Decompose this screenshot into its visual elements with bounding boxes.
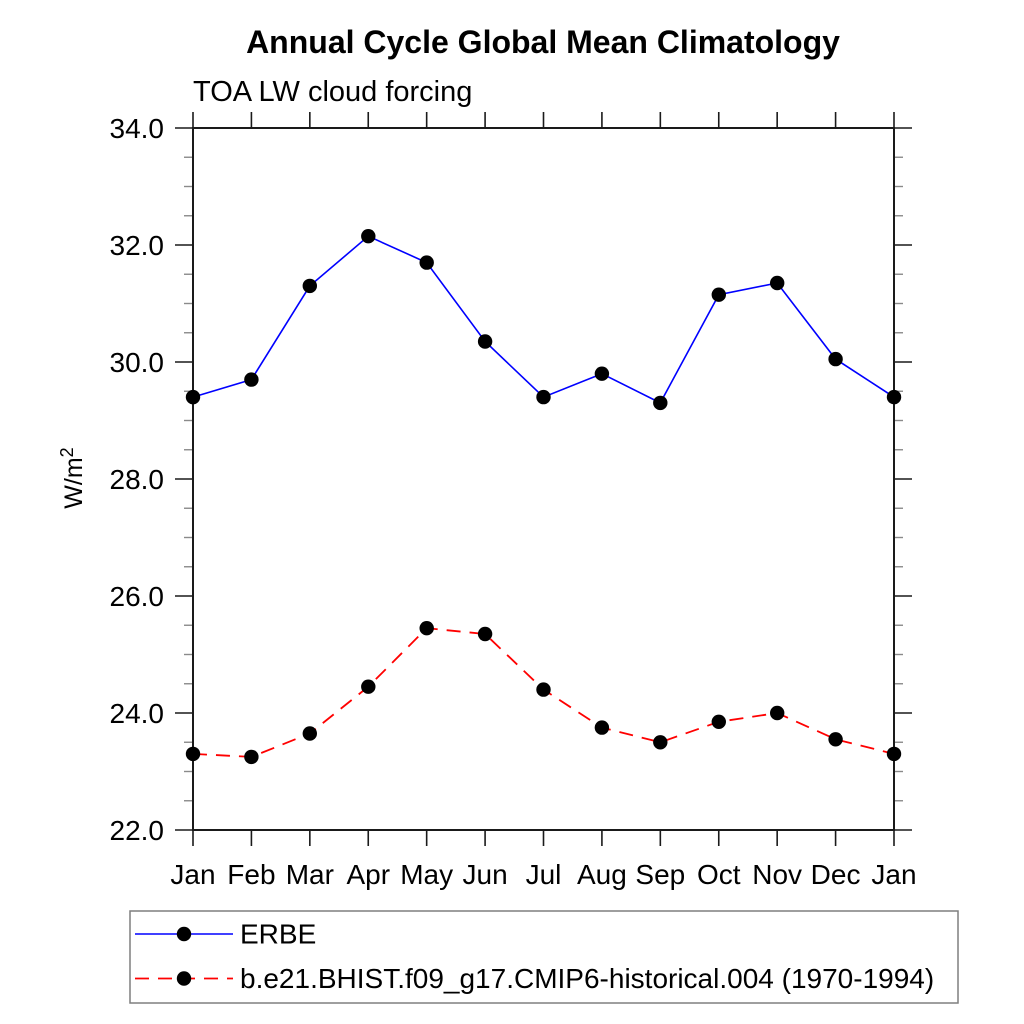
y-tick-label: 28.0 <box>110 464 165 495</box>
y-axis-label: W/m2 <box>57 447 88 508</box>
x-tick-label: Mar <box>286 859 334 890</box>
chart-subtitle: TOA LW cloud forcing <box>193 76 472 108</box>
data-point-marker <box>711 714 726 729</box>
data-point-marker <box>185 389 201 405</box>
data-point-marker <box>828 351 843 367</box>
series-line-erbe <box>192 235 895 404</box>
y-tick-label: 30.0 <box>110 347 165 378</box>
data-point-marker <box>302 726 317 741</box>
data-point-marker <box>711 287 726 302</box>
x-tick-label: Sep <box>635 859 685 890</box>
x-tick-label: Aug <box>577 859 627 890</box>
x-tick-label: May <box>400 859 453 890</box>
y-tick-label: 32.0 <box>110 230 165 261</box>
data-point-marker <box>536 682 551 697</box>
chart-title: Annual Cycle Global Mean Climatology <box>246 24 840 60</box>
y-tick-label: 34.0 <box>110 113 165 144</box>
y-tick-label: 26.0 <box>110 581 165 612</box>
data-point-marker <box>536 389 551 405</box>
x-tick-label: Apr <box>346 859 390 890</box>
y-tick-label: 22.0 <box>110 815 165 846</box>
data-point-marker <box>244 749 259 765</box>
data-point-marker <box>594 366 610 381</box>
x-tick-label: Jan <box>871 859 916 890</box>
data-point-marker <box>419 255 434 270</box>
legend-marker-sample <box>176 971 192 986</box>
y-axis-label-exponent: 2 <box>57 447 77 457</box>
data-point-marker <box>419 621 434 636</box>
data-point-marker <box>653 395 668 411</box>
x-tick-label: Nov <box>752 859 802 890</box>
data-point-marker <box>653 735 668 750</box>
y-tick-label: 24.0 <box>110 698 165 729</box>
data-point-marker <box>244 372 259 387</box>
axis-ticks <box>175 112 912 846</box>
data-point-marker <box>477 334 493 349</box>
legend-box <box>129 910 959 1004</box>
legend-entry-label: ERBE <box>240 919 316 950</box>
legend-entry-label: b.e21.BHIST.f09_g17.CMIP6-historical.004… <box>240 963 934 994</box>
data-point-marker <box>185 746 201 762</box>
legend-marker-sample <box>176 926 192 942</box>
data-point-marker <box>361 229 376 244</box>
data-point-marker <box>770 275 785 291</box>
data-point-marker <box>302 278 317 294</box>
y-axis-label-base: W/m <box>60 457 88 508</box>
x-tick-label: Oct <box>697 859 741 890</box>
series-layer <box>185 229 902 765</box>
data-point-marker <box>477 626 493 642</box>
x-tick-label: Dec <box>811 859 861 890</box>
axis-labels: 22.0 24.0 26.0 28.0 30.0 32.0 34.0 Jan Feb Mar Apr… <box>110 113 917 890</box>
legend: ERBE b.e21.BHIST.f09_g17.CMIP6-historical… <box>129 910 959 1004</box>
plot-frame <box>192 127 895 831</box>
x-tick-label: Jan <box>170 859 215 890</box>
data-point-marker <box>828 732 843 747</box>
data-point-marker <box>770 705 785 721</box>
x-tick-label: Jun <box>463 859 508 890</box>
x-tick-label: Feb <box>227 859 275 890</box>
data-point-marker <box>886 746 902 762</box>
data-point-marker <box>361 679 376 694</box>
legend-entries: ERBE b.e21.BHIST.f09_g17.CMIP6-historical… <box>135 919 934 994</box>
data-point-marker <box>886 389 902 405</box>
data-point-marker <box>594 720 610 735</box>
x-tick-label: Jul <box>526 859 562 890</box>
